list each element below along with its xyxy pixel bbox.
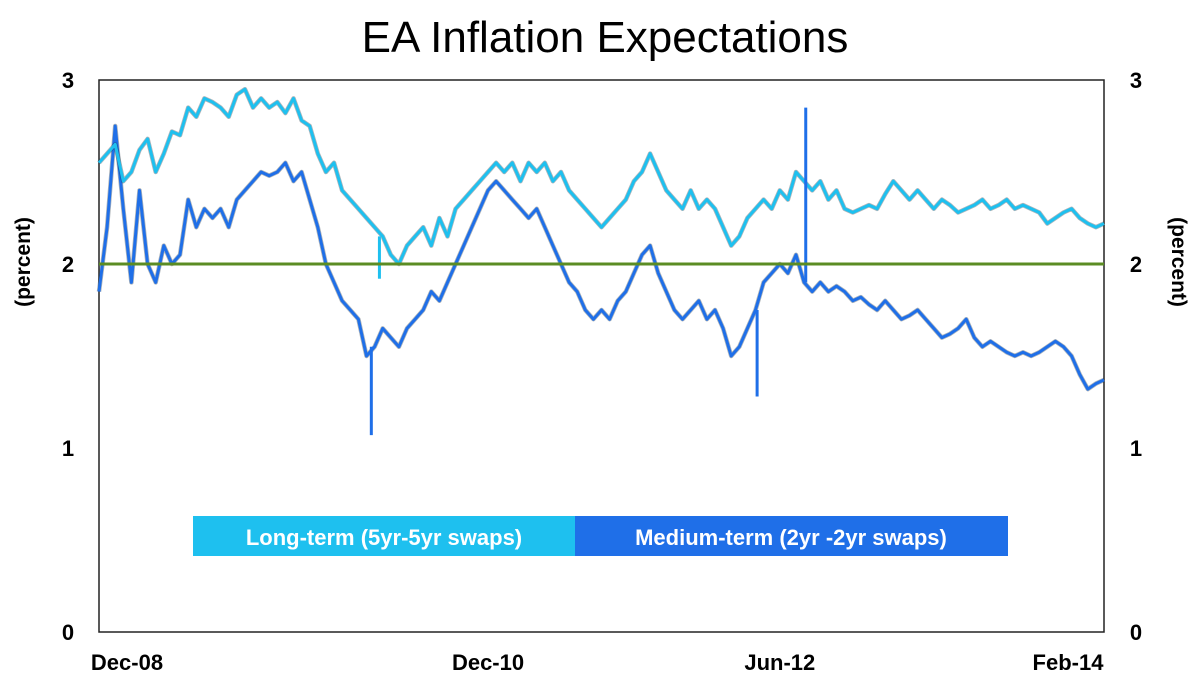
legend-label-long-term: Long-term (5yr-5yr swaps) [246, 525, 522, 550]
y-axis-right: 0 1 2 3 [1130, 68, 1142, 645]
y-tick-left-3: 3 [62, 68, 74, 93]
series-layer [96, 86, 1105, 436]
series-shadow-medium-term [96, 123, 1105, 392]
y-tick-right-1: 1 [1130, 436, 1142, 461]
y-axis-label-right: (percent) [1167, 217, 1190, 307]
y-tick-left-2: 2 [62, 252, 74, 277]
legend-swatch-long-term [193, 516, 575, 556]
plot-area [98, 79, 1105, 633]
y-tick-left-1: 1 [62, 436, 74, 461]
x-tick-dec-08: Dec-08 [91, 650, 163, 675]
x-tick-dec-10: Dec-10 [452, 650, 524, 675]
series-shadow-long-term [97, 86, 1105, 267]
x-tick-feb-14: Feb-14 [1033, 650, 1105, 675]
y-tick-right-3: 3 [1130, 68, 1142, 93]
legend-label-medium-term: Medium-term (2yr -2yr swaps) [635, 525, 947, 550]
y-axis-left: 0 1 2 3 [62, 68, 74, 645]
series-line-medium-term [97, 124, 1105, 391]
chart-title: EA Inflation Expectations [362, 13, 849, 62]
y-tick-right-2: 2 [1130, 252, 1142, 277]
y-tick-left-0: 0 [62, 620, 74, 645]
y-tick-right-0: 0 [1130, 620, 1142, 645]
legend: Long-term (5yr-5yr swaps) Medium-term (2… [193, 516, 1008, 556]
legend-swatch-medium-term [575, 516, 1008, 556]
x-tick-jun-12: Jun-12 [744, 650, 815, 675]
x-axis: Dec-08 Dec-10 Jun-12 Feb-14 [91, 650, 1104, 675]
y-axis-label-left: (percent) [12, 217, 35, 307]
series-line-long-term [97, 87, 1105, 266]
